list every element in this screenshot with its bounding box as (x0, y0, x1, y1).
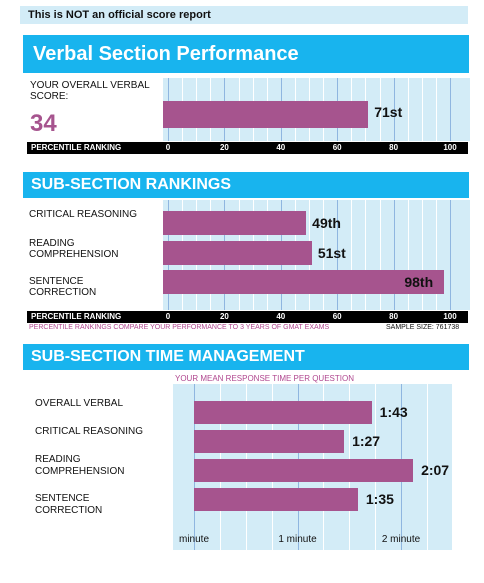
grid-line (421, 200, 423, 310)
time-bar (194, 488, 358, 511)
grid-line (365, 200, 367, 310)
verbal-percentile-plot: 71st (163, 78, 470, 141)
overall-verbal-score: 34 (30, 110, 57, 137)
percentile-axis-verbal: PERCENTILE RANKING 0 20 40 60 80 100 (27, 142, 468, 154)
subsection-label: SENTENCE CORRECTION (29, 276, 97, 298)
time-management-banner: SUB-SECTION TIME MANAGEMENT (23, 344, 469, 370)
grid-line (450, 200, 451, 310)
verbal-percentile-bar (163, 101, 369, 128)
grid-line (393, 78, 395, 141)
subsection-label: CRITICAL REASONING (29, 209, 137, 220)
time-label: READING COMPREHENSION (35, 454, 125, 477)
grid-line (426, 384, 428, 550)
percentile-axis-label: PERCENTILE RANKING (31, 143, 122, 152)
time-value: 1:27 (352, 433, 381, 449)
grid-line (435, 200, 437, 310)
subsection-ranking-bar (163, 270, 445, 294)
time-axis-tick: 2 minute (381, 534, 421, 545)
time-value: 1:35 (365, 491, 394, 507)
time-management-plot: 1:43 1:27 2:07 1:35 (173, 384, 452, 550)
subsection-ranking-bar (163, 241, 312, 265)
percentile-tick-label: 60 (332, 143, 342, 152)
grid-line (337, 200, 339, 310)
percentile-tick-label: 80 (389, 143, 399, 152)
percentile-tick-label: 100 (443, 143, 457, 152)
sample-size: SAMPLE SIZE: 761738 (386, 324, 460, 331)
percentile-axis-subsection: PERCENTILE RANKING 0 20 40 60 80 100 (27, 311, 468, 323)
percentile-axis-label: PERCENTILE RANKING (31, 312, 122, 321)
verbal-section-banner: Verbal Section Performance (23, 35, 469, 73)
grid-line (421, 78, 423, 141)
grid-line (323, 200, 325, 310)
time-subtitle: YOUR MEAN RESPONSE TIME PER QUESTION (175, 374, 354, 383)
grid-line (435, 78, 437, 141)
percentile-tick-label: 40 (276, 143, 286, 152)
time-value: 1:43 (379, 404, 408, 420)
time-bar (194, 401, 372, 424)
subsection-ranking-value: 51st (317, 245, 346, 261)
disclaimer-notice: This is NOT an official score report (20, 6, 468, 24)
grid-line (450, 78, 451, 141)
time-axis-tick: minute (178, 534, 210, 545)
time-value: 2:07 (421, 462, 450, 478)
time-label: CRITICAL REASONING (35, 426, 143, 437)
time-axis-tick: 1 minute (278, 534, 317, 545)
percentile-note: PERCENTILE RANKINGS COMPARE YOUR PERFORM… (29, 324, 330, 331)
subsection-ranking-bar (163, 211, 307, 235)
percentile-tick-label: 20 (219, 143, 229, 152)
subsection-percentile-plot: 49th 51st 98th (163, 200, 470, 310)
time-label: SENTENCE CORRECTION (35, 493, 103, 516)
subsection-label: READING COMPREHENSION (29, 238, 119, 260)
time-bar (194, 459, 414, 482)
time-label: OVERALL VERBAL (35, 398, 124, 409)
subsection-rankings-banner: SUB-SECTION RANKINGS (23, 172, 469, 198)
time-bar (194, 430, 345, 453)
percentile-tick-label: 40 (276, 312, 286, 321)
grid-line (379, 200, 381, 310)
percentile-tick-label: 0 (165, 312, 171, 321)
subsection-ranking-value: 98th (404, 274, 434, 290)
percentile-tick-label: 60 (332, 312, 342, 321)
percentile-tick-label: 100 (443, 312, 457, 321)
overall-verbal-score-label: YOUR OVERALL VERBAL SCORE: (30, 80, 150, 102)
grid-line (407, 78, 409, 141)
grid-line (407, 200, 409, 310)
grid-line (393, 200, 395, 310)
verbal-percentile-value: 71st (374, 104, 403, 120)
percentile-tick-label: 20 (219, 312, 229, 321)
grid-line (379, 78, 381, 141)
percentile-tick-label: 80 (389, 312, 399, 321)
percentile-tick-label: 0 (165, 143, 171, 152)
grid-line (351, 200, 353, 310)
subsection-ranking-value: 49th (312, 215, 341, 231)
